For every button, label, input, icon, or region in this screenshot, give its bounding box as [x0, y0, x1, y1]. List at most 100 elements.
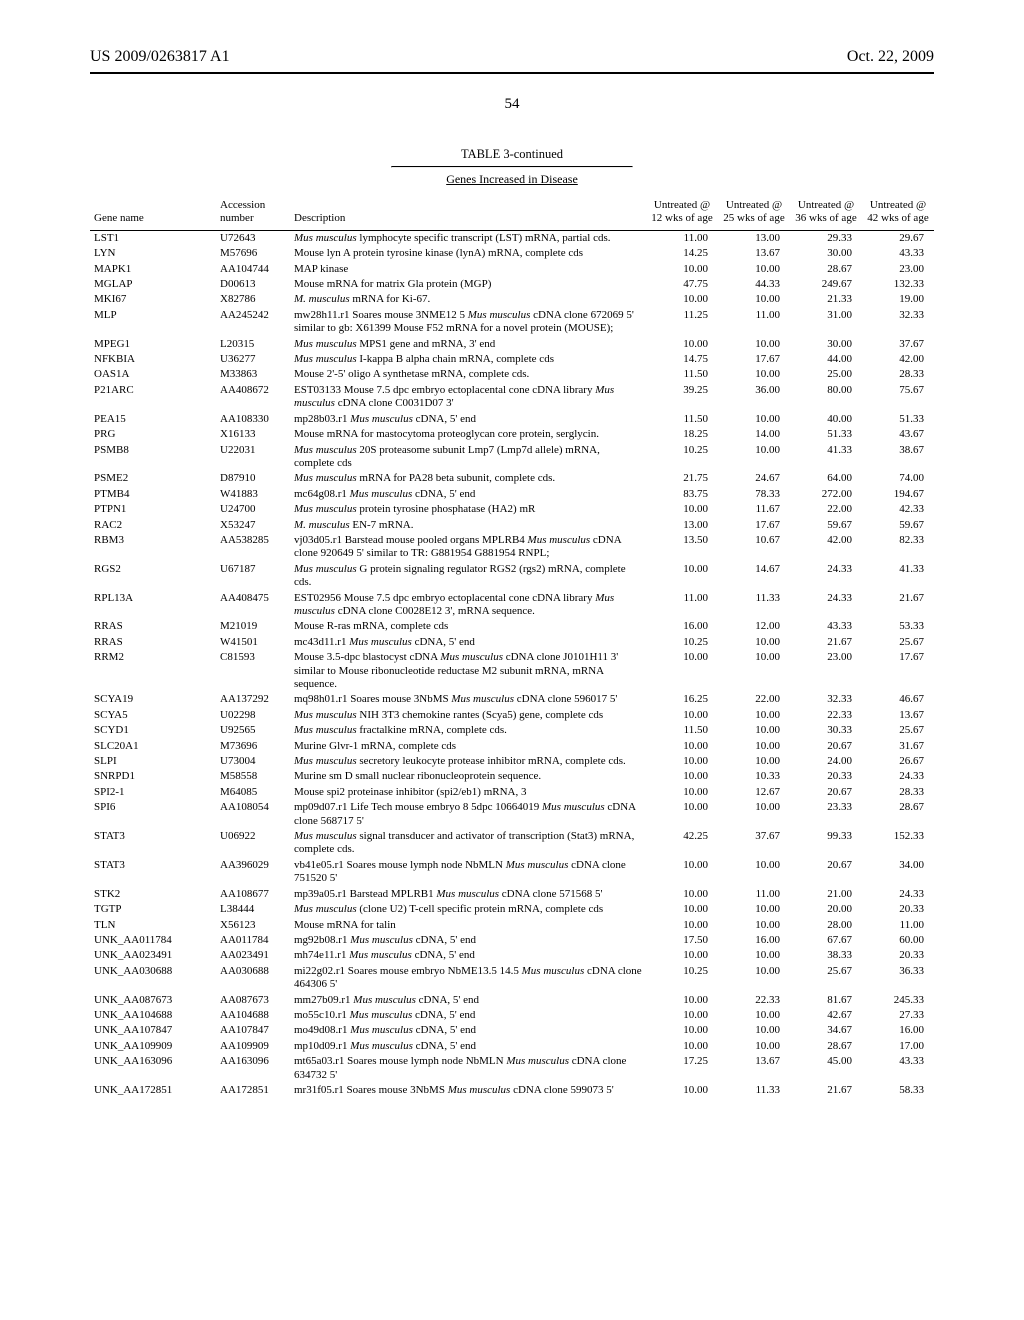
cell-value-3: 37.67: [862, 337, 934, 352]
title-rule: [391, 166, 633, 168]
cell-value-1: 13.00: [718, 230, 790, 246]
table-row: SLC20A1M73696Murine Glvr-1 mRNA, complet…: [90, 739, 934, 754]
cell-value-2: 31.00: [790, 308, 862, 337]
cell-value-2: 81.67: [790, 993, 862, 1008]
cell-value-2: 38.33: [790, 948, 862, 963]
cell-value-0: 42.25: [646, 829, 718, 858]
table-row: PSMB8U22031Mus musculus 20S proteasome s…: [90, 443, 934, 472]
cell-description: mc64g08.r1 Mus musculus cDNA, 5' end: [290, 487, 646, 502]
cell-description: mc43d11.r1 Mus musculus cDNA, 5' end: [290, 635, 646, 650]
cell-accession: W41883: [216, 487, 290, 502]
cell-value-3: 43.67: [862, 427, 934, 442]
cell-accession: L38444: [216, 902, 290, 917]
cell-value-0: 10.00: [646, 754, 718, 769]
cell-gene: UNK_AA109909: [90, 1039, 216, 1054]
table-row: SLPIU73004Mus musculus secretory leukocy…: [90, 754, 934, 769]
cell-value-2: 22.00: [790, 502, 862, 517]
cell-description: mp28b03.r1 Mus musculus cDNA, 5' end: [290, 412, 646, 427]
table-row: RRASM21019Mouse R-ras mRNA, complete cds…: [90, 619, 934, 634]
cell-value-1: 10.00: [718, 858, 790, 887]
cell-value-3: 26.67: [862, 754, 934, 769]
cell-description: Mus musculus secretory leukocyte proteas…: [290, 754, 646, 769]
cell-value-2: 59.67: [790, 518, 862, 533]
table-row: RAC2X53247M. musculus EN-7 mRNA.13.0017.…: [90, 518, 934, 533]
table-row: RRASW41501mc43d11.r1 Mus musculus cDNA, …: [90, 635, 934, 650]
cell-gene: SCYA19: [90, 692, 216, 707]
cell-gene: TLN: [90, 918, 216, 933]
cell-description: mo55c10.r1 Mus musculus cDNA, 5' end: [290, 1008, 646, 1023]
cell-gene: UNK_AA087673: [90, 993, 216, 1008]
cell-value-2: 23.00: [790, 650, 862, 692]
cell-gene: PEA15: [90, 412, 216, 427]
cell-gene: SPI2-1: [90, 785, 216, 800]
table-row: MAPK1AA104744MAP kinase10.0010.0028.6723…: [90, 262, 934, 277]
cell-value-0: 10.00: [646, 887, 718, 902]
cell-value-0: 10.00: [646, 650, 718, 692]
cell-accession: AA408672: [216, 383, 290, 412]
cell-value-0: 83.75: [646, 487, 718, 502]
cell-value-3: 25.67: [862, 723, 934, 738]
cell-value-0: 47.75: [646, 277, 718, 292]
cell-value-1: 24.67: [718, 471, 790, 486]
table-subtitle: Genes Increased in Disease: [90, 172, 934, 187]
table-row: SNRPD1M58558Murine sm D small nuclear ri…: [90, 769, 934, 784]
table-row: SPI6AA108054mp09d07.r1 Life Tech mouse e…: [90, 800, 934, 829]
cell-value-1: 11.00: [718, 308, 790, 337]
cell-accession: AA104744: [216, 262, 290, 277]
cell-value-3: 20.33: [862, 902, 934, 917]
cell-value-3: 24.33: [862, 769, 934, 784]
cell-description: Mouse R-ras mRNA, complete cds: [290, 619, 646, 634]
cell-description: Mus musculus lymphocyte specific transcr…: [290, 230, 646, 246]
cell-gene: RPL13A: [90, 591, 216, 620]
cell-value-2: 80.00: [790, 383, 862, 412]
cell-description: Mus musculus protein tyrosine phosphatas…: [290, 502, 646, 517]
cell-gene: STAT3: [90, 829, 216, 858]
table-row: LYNM57696Mouse lyn A protein tyrosine ki…: [90, 246, 934, 261]
cell-gene: PRG: [90, 427, 216, 442]
cell-gene: RRAS: [90, 619, 216, 634]
cell-value-2: 25.67: [790, 964, 862, 993]
cell-accession: U67187: [216, 562, 290, 591]
cell-accession: AA396029: [216, 858, 290, 887]
cell-accession: AA107847: [216, 1023, 290, 1038]
cell-accession: M33863: [216, 367, 290, 382]
cell-accession: U06922: [216, 829, 290, 858]
cell-accession: AA011784: [216, 933, 290, 948]
cell-value-2: 25.00: [790, 367, 862, 382]
cell-value-2: 45.00: [790, 1054, 862, 1083]
cell-value-3: 21.67: [862, 591, 934, 620]
cell-gene: STAT3: [90, 858, 216, 887]
cell-value-0: 10.00: [646, 1023, 718, 1038]
cell-value-2: 30.00: [790, 337, 862, 352]
cell-value-1: 22.00: [718, 692, 790, 707]
cell-value-3: 24.33: [862, 887, 934, 902]
table-row: MGLAPD00613Mouse mRNA for matrix Gla pro…: [90, 277, 934, 292]
cell-gene: TGTP: [90, 902, 216, 917]
cell-description: vj03d05.r1 Barstead mouse pooled organs …: [290, 533, 646, 562]
cell-gene: SCYA5: [90, 708, 216, 723]
cell-description: Mouse mRNA for mastocytoma proteoglycan …: [290, 427, 646, 442]
cell-value-1: 10.00: [718, 918, 790, 933]
cell-description: mq98h01.r1 Soares mouse 3NbMS Mus muscul…: [290, 692, 646, 707]
cell-value-0: 10.25: [646, 443, 718, 472]
table-row: UNK_AA104688AA104688mo55c10.r1 Mus muscu…: [90, 1008, 934, 1023]
cell-accession: AA108677: [216, 887, 290, 902]
cell-value-3: 34.00: [862, 858, 934, 887]
publication-number: US 2009/0263817 A1: [90, 48, 230, 66]
cell-accession: X53247: [216, 518, 290, 533]
cell-description: mm27b09.r1 Mus musculus cDNA, 5' end: [290, 993, 646, 1008]
table-row: UNK_AA023491AA023491mh74e11.r1 Mus muscu…: [90, 948, 934, 963]
cell-value-0: 16.25: [646, 692, 718, 707]
cell-value-1: 36.00: [718, 383, 790, 412]
cell-value-1: 10.67: [718, 533, 790, 562]
cell-gene: RRAS: [90, 635, 216, 650]
header-rule: [90, 72, 934, 74]
cell-description: Mus musculus MPS1 gene and mRNA, 3' end: [290, 337, 646, 352]
cell-value-1: 10.00: [718, 650, 790, 692]
cell-value-3: 28.33: [862, 367, 934, 382]
table-row: STK2AA108677mp39a05.r1 Barstead MPLRB1 M…: [90, 887, 934, 902]
cell-value-3: 25.67: [862, 635, 934, 650]
cell-value-2: 24.33: [790, 562, 862, 591]
cell-value-2: 32.33: [790, 692, 862, 707]
table-row: RRM2C81593Mouse 3.5-dpc blastocyst cDNA …: [90, 650, 934, 692]
